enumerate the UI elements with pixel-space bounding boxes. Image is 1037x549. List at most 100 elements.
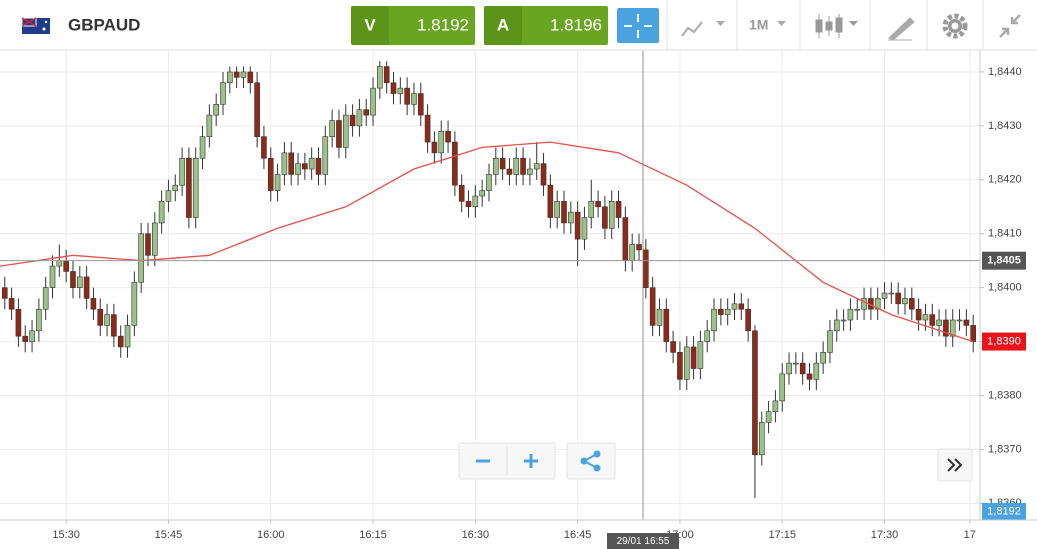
timeframe-button[interactable]: 1M: [749, 17, 786, 33]
settings-button[interactable]: [942, 13, 968, 39]
candle-body: [377, 66, 383, 89]
candle-body: [336, 120, 342, 148]
candle-body: [349, 114, 356, 127]
candle-body: [895, 292, 901, 305]
candle-body: [568, 211, 574, 224]
candle-body: [15, 308, 22, 337]
last-price-label: 1,8390: [987, 335, 1021, 347]
candle-body: [411, 93, 417, 105]
candle-body: [424, 114, 431, 143]
y-tick-label: 1,8380: [988, 389, 1022, 401]
candle-body: [772, 400, 779, 412]
candle-body: [943, 319, 949, 337]
candle-body: [458, 184, 465, 202]
candle-body: [165, 190, 172, 202]
candle-body: [63, 260, 69, 272]
buy-button[interactable]: A 1.8196: [484, 6, 608, 45]
x-tick-label: 16:00: [257, 529, 285, 541]
y-tick-label: 1,8410: [988, 228, 1022, 240]
plot-area: 1,83601,83701,83801,83901,84001,84101,84…: [0, 50, 1026, 549]
y-tick-label: 1,8440: [988, 66, 1022, 78]
symbol: GBPAUD: [68, 15, 140, 34]
candle-body: [220, 82, 226, 105]
x-tick-label: 15:30: [52, 529, 80, 541]
candle-body: [186, 157, 192, 218]
candle-body: [718, 308, 724, 315]
candle-body: [370, 87, 376, 116]
candle-body: [70, 271, 76, 288]
scroll-right-button[interactable]: [937, 448, 973, 482]
candle-body: [711, 308, 717, 332]
candle-body: [254, 82, 260, 137]
candle-body: [486, 174, 492, 191]
candle-body: [42, 287, 49, 310]
draw-button[interactable]: [888, 17, 915, 41]
candle-body: [806, 373, 813, 380]
candle-body: [595, 201, 601, 208]
candle-body: [104, 314, 110, 326]
candle-body: [363, 109, 370, 116]
candle-body: [608, 201, 615, 229]
candle-body: [622, 217, 629, 261]
candle-body: [656, 308, 663, 326]
candle-body: [861, 298, 867, 310]
crosshair-box: [607, 533, 679, 549]
x-tick-label: 16:30: [462, 529, 490, 541]
candle-body: [636, 244, 642, 251]
zoom-in-button[interactable]: [524, 454, 538, 468]
candle-body: [745, 308, 751, 332]
candle-body: [888, 292, 895, 295]
candle-body: [172, 184, 179, 191]
candle-body: [649, 287, 656, 326]
candle-body: [499, 157, 506, 170]
x-tick-label: 16:15: [359, 529, 387, 541]
candle-type-button[interactable]: [815, 14, 858, 38]
chart-type-button[interactable]: [681, 21, 725, 37]
candle-body: [479, 190, 485, 197]
candle-body: [179, 157, 185, 186]
candle-body: [90, 298, 97, 310]
candle-body: [83, 276, 90, 299]
candle-body: [970, 325, 976, 342]
candle-body: [833, 319, 840, 332]
sell-button[interactable]: V 1.8192: [351, 6, 475, 45]
candle-body: [738, 303, 745, 310]
candle-body: [492, 157, 499, 175]
candle-body: [683, 346, 690, 380]
candle-body: [8, 298, 15, 310]
candle-body: [131, 281, 138, 326]
candle-body: [533, 163, 540, 170]
share-button[interactable]: [566, 442, 616, 480]
candle-body: [758, 422, 765, 456]
candle-body: [152, 222, 158, 256]
candle-body: [663, 308, 670, 342]
candle-body: [813, 362, 820, 380]
candle-body: [49, 265, 56, 288]
buy-label: A: [497, 15, 509, 34]
candle-body: [929, 314, 936, 326]
candle-body: [465, 201, 472, 208]
candle-body: [397, 87, 404, 94]
sell-price: 1.8192: [417, 15, 469, 34]
sell-label: V: [364, 15, 376, 34]
collapse-button[interactable]: [999, 14, 1021, 38]
candle-body: [915, 308, 922, 321]
candle-body: [315, 157, 322, 175]
candle-body: [765, 411, 772, 423]
x-tick-label: 15:45: [155, 529, 183, 541]
candle-body: [1, 287, 8, 299]
crosshair-button[interactable]: [617, 8, 659, 43]
candle-body: [117, 335, 124, 348]
candle-body: [874, 298, 881, 310]
buy-price: 1.8196: [550, 15, 602, 34]
candle-body: [342, 114, 349, 148]
candle-body: [643, 249, 649, 288]
candle-body: [281, 152, 288, 175]
candle-body: [206, 114, 213, 137]
candle-body: [902, 298, 908, 305]
candle-body: [97, 308, 104, 326]
flag-icon: [21, 17, 50, 34]
candle-body: [527, 168, 533, 175]
